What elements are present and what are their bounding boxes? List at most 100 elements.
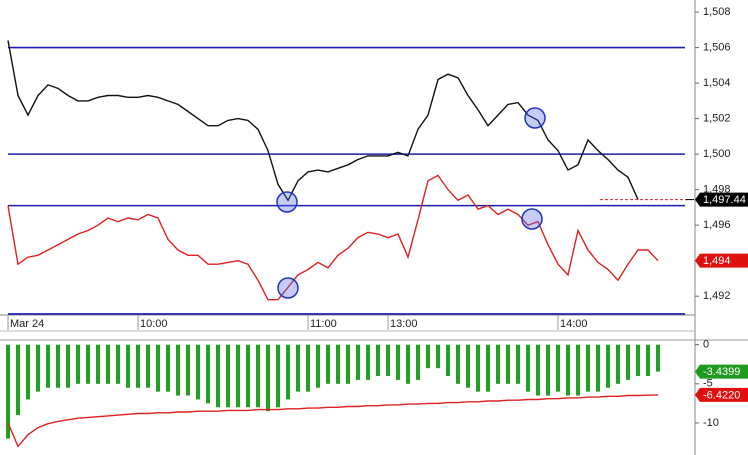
bar xyxy=(66,344,70,388)
bar xyxy=(156,344,160,392)
bar xyxy=(336,344,340,384)
bar xyxy=(406,344,410,384)
bar xyxy=(496,344,500,384)
bar xyxy=(306,344,310,392)
bar xyxy=(86,344,90,384)
bar xyxy=(486,344,490,392)
bar xyxy=(46,344,50,388)
y-tick-label: 1,496 xyxy=(703,219,731,231)
bar xyxy=(436,344,440,369)
bar xyxy=(536,344,540,396)
bar xyxy=(396,344,400,380)
x-tick-label: 13:00 xyxy=(390,318,418,330)
bar xyxy=(426,344,430,369)
bar xyxy=(146,344,150,388)
annotation-circle xyxy=(521,208,543,230)
bar xyxy=(366,344,370,380)
bar xyxy=(316,344,320,388)
bar xyxy=(516,344,520,384)
bar xyxy=(126,344,130,388)
bar xyxy=(266,344,270,412)
bar xyxy=(286,344,290,400)
bar xyxy=(36,344,40,392)
bar xyxy=(96,344,100,384)
value-box-label: -6.4220 xyxy=(703,389,740,401)
annotation-circle xyxy=(524,107,546,129)
bar xyxy=(326,344,330,384)
y-tick-label: 1,500 xyxy=(703,148,731,160)
plot-layer: 1,492 1,494 1,496 1,498 1,500 1,502 1,504 1,506… xyxy=(6,6,748,448)
annotation-circle xyxy=(276,191,298,213)
bar xyxy=(116,344,120,384)
bar xyxy=(106,344,110,384)
bar xyxy=(456,344,460,384)
bar xyxy=(26,344,30,400)
bar xyxy=(626,344,630,380)
bar xyxy=(376,344,380,376)
value-box-label: 1,494 xyxy=(703,255,731,267)
bar xyxy=(226,344,230,408)
x-tick-label: 14:00 xyxy=(560,318,588,330)
bar xyxy=(646,344,650,376)
value-box-label: 1,497.44 xyxy=(703,194,746,206)
bar xyxy=(526,344,530,392)
bar xyxy=(136,344,140,388)
bar xyxy=(546,344,550,396)
value-box xyxy=(695,387,748,402)
bar xyxy=(6,344,10,439)
bar xyxy=(16,344,20,416)
value-box xyxy=(695,364,748,379)
bar xyxy=(386,344,390,376)
bar xyxy=(616,344,620,384)
annotation-circles xyxy=(276,107,546,299)
x-tick-label: 11:00 xyxy=(310,318,337,330)
bar xyxy=(596,344,600,392)
bar xyxy=(216,344,220,408)
series-line xyxy=(7,40,639,202)
bar xyxy=(556,344,560,392)
value-box-label: -3.4399 xyxy=(703,366,740,378)
bar xyxy=(246,344,250,408)
y-tick-label: -5 xyxy=(703,378,713,390)
bar xyxy=(206,344,210,404)
y-tick-label: -10 xyxy=(703,417,719,429)
x-tick-label: 10:00 xyxy=(140,318,168,330)
bar xyxy=(356,344,360,380)
bar xyxy=(166,344,170,392)
bar xyxy=(656,344,660,372)
bar xyxy=(296,344,300,392)
y-tick-label: 1,508 xyxy=(703,6,731,18)
y-tick-label: 1,504 xyxy=(703,77,731,89)
value-box xyxy=(695,253,748,268)
bar xyxy=(196,344,200,400)
y-tick-label: 0 xyxy=(703,339,709,351)
y-tick-label: 1,506 xyxy=(703,41,731,53)
x-tick-label: Mar 24 xyxy=(10,318,44,330)
bar xyxy=(186,344,190,396)
bar xyxy=(256,344,260,408)
series-line xyxy=(7,174,659,301)
annotation-circle xyxy=(277,277,299,299)
bar xyxy=(276,344,280,408)
bar xyxy=(346,344,350,384)
bar xyxy=(506,344,510,384)
bar xyxy=(56,344,60,388)
bar xyxy=(606,344,610,388)
bar xyxy=(416,344,420,380)
bar xyxy=(466,344,470,388)
bar xyxy=(446,344,450,376)
bar xyxy=(636,344,640,376)
y-tick-label: 1,498 xyxy=(703,184,731,196)
series-line xyxy=(7,394,659,448)
bar xyxy=(566,344,570,396)
y-tick-label: 1,492 xyxy=(703,290,731,302)
bar xyxy=(476,344,480,392)
bar xyxy=(236,344,240,408)
bar xyxy=(76,344,80,384)
bar xyxy=(586,344,590,392)
y-tick-label: 1,502 xyxy=(703,113,731,125)
value-box xyxy=(695,192,748,207)
bar xyxy=(176,344,180,396)
